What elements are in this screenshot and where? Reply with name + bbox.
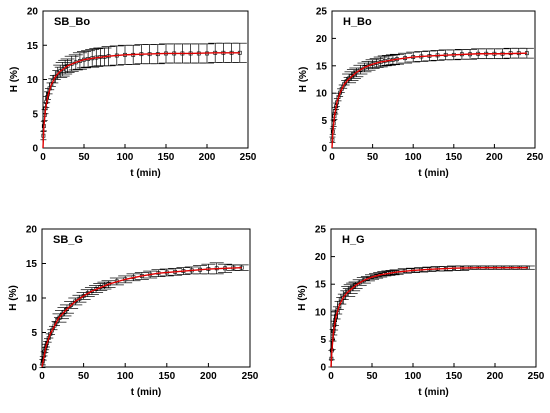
y-tick-label: 5: [320, 335, 326, 346]
fit-curve: [42, 52, 240, 149]
x-tick-label: 150: [158, 371, 175, 382]
chart-panel-2: 0 50 100 150 200 250 0 5 10 15 20 25 t (min) H (%) H_B…: [298, 7, 544, 180]
y-tick-label: 20: [26, 225, 38, 236]
chart-title: SB_Bo: [54, 16, 90, 28]
x-tick-label: 200: [199, 152, 216, 163]
chart-title: H_G: [342, 234, 365, 246]
data-point: [346, 289, 351, 294]
data-point: [77, 296, 82, 301]
y-tick-label: 15: [315, 280, 327, 291]
x-tick-label: 250: [240, 152, 257, 163]
x-tick-label: 100: [405, 152, 422, 163]
y-tick-label: 10: [316, 89, 328, 100]
error-bar: [519, 47, 534, 59]
x-tick-label: 0: [328, 371, 334, 382]
x-tick-label: 150: [158, 152, 175, 163]
plot-frame: [42, 10, 249, 149]
y-tick-label: 15: [316, 61, 328, 72]
chart-panel-3: 0 50 100 150 200 250 0 5 10 15 20 t (min) H (%) SB_G: [8, 225, 259, 399]
y-tick-label: 25: [316, 7, 328, 18]
x-axis-label: t (min): [418, 168, 449, 179]
x-tick-label: 100: [405, 371, 422, 382]
y-tick-label: 5: [321, 116, 327, 127]
y-tick-label: 10: [26, 294, 38, 305]
x-tick-label: 250: [242, 371, 259, 382]
x-tick-label: 200: [200, 371, 217, 382]
x-tick-label: 100: [117, 152, 134, 163]
y-tick-label: 0: [31, 363, 37, 374]
x-axis-label: t (min): [130, 168, 161, 179]
x-tick-label: 50: [78, 152, 90, 163]
x-axis-label: t (min): [131, 387, 162, 398]
x-tick-label: 50: [366, 371, 378, 382]
data-point: [349, 74, 354, 79]
y-tick-label: 5: [32, 109, 38, 120]
x-tick-label: 250: [527, 152, 544, 163]
plot-frame: [331, 10, 536, 149]
y-tick-label: 10: [315, 307, 327, 318]
plot-frame: [330, 228, 537, 368]
y-axis-label: H (%): [9, 67, 20, 93]
y-tick-label: 15: [26, 259, 38, 270]
chart-title: H_Bo: [343, 16, 372, 28]
x-tick-label: 50: [367, 152, 379, 163]
y-tick-label: 20: [316, 34, 328, 45]
x-axis-label: t (min): [418, 387, 449, 398]
chart-panel-1: 0 50 100 150 200 250 0 5 10 15 20 t (min) H (%) SB_Bo: [9, 7, 257, 180]
x-tick-label: 150: [446, 371, 463, 382]
y-tick-label: 5: [31, 328, 37, 339]
data-point: [53, 74, 58, 79]
x-tick-label: 0: [40, 152, 46, 163]
data-point: [341, 295, 346, 300]
x-tick-label: 0: [39, 371, 45, 382]
x-tick-label: 250: [528, 371, 545, 382]
x-tick-label: 50: [78, 371, 90, 382]
data-point: [60, 67, 65, 72]
fit-curve: [330, 266, 528, 368]
y-tick-label: 0: [320, 363, 326, 374]
x-tick-label: 200: [487, 371, 504, 382]
fit-curve: [331, 52, 527, 149]
y-tick-label: 0: [321, 144, 327, 155]
chart-title: SB_G: [53, 234, 83, 246]
x-tick-label: 200: [486, 152, 503, 163]
fit-curve: [41, 266, 242, 368]
y-tick-label: 20: [315, 252, 327, 263]
chart-panel-4: 0 50 100 150 200 250 0 5 10 15 20 25 t (min) H (%) H_G: [297, 225, 545, 399]
data-point: [73, 299, 78, 304]
y-axis-label: H (%): [298, 67, 309, 93]
x-tick-label: 0: [329, 152, 335, 163]
y-tick-label: 25: [315, 225, 327, 236]
y-tick-label: 10: [27, 75, 39, 86]
y-axis-label: H (%): [297, 285, 308, 311]
x-tick-label: 100: [117, 371, 134, 382]
data-point: [343, 292, 348, 297]
y-tick-label: 20: [27, 7, 39, 18]
y-tick-label: 0: [32, 144, 38, 155]
y-tick-label: 15: [27, 41, 39, 52]
data-point: [65, 307, 69, 311]
data-point: [81, 294, 86, 298]
y-axis-label: H (%): [8, 285, 19, 311]
data-point: [58, 69, 63, 74]
x-tick-label: 150: [445, 152, 462, 163]
